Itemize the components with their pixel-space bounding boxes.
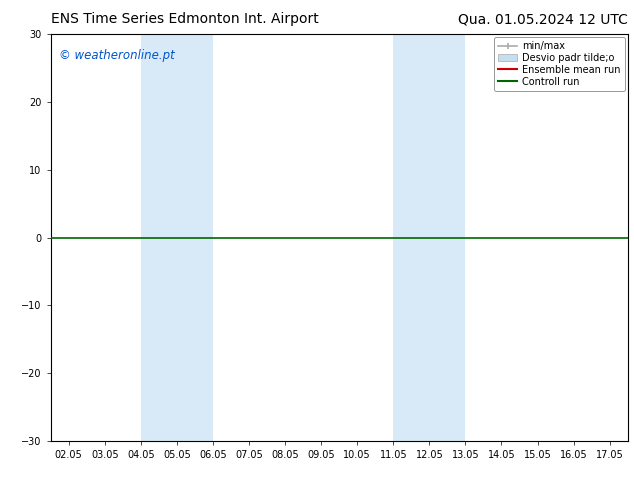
Bar (141, 34, 213, 441)
Text: ENS Time Series Edmonton Int. Airport: ENS Time Series Edmonton Int. Airport (51, 12, 318, 26)
Text: © weatheronline.pt: © weatheronline.pt (60, 49, 175, 62)
Legend: min/max, Desvio padr tilde;o, Ensemble mean run, Controll run: min/max, Desvio padr tilde;o, Ensemble m… (494, 37, 624, 91)
Bar (393, 34, 465, 441)
Text: Qua. 01.05.2024 12 UTC: Qua. 01.05.2024 12 UTC (458, 12, 628, 26)
